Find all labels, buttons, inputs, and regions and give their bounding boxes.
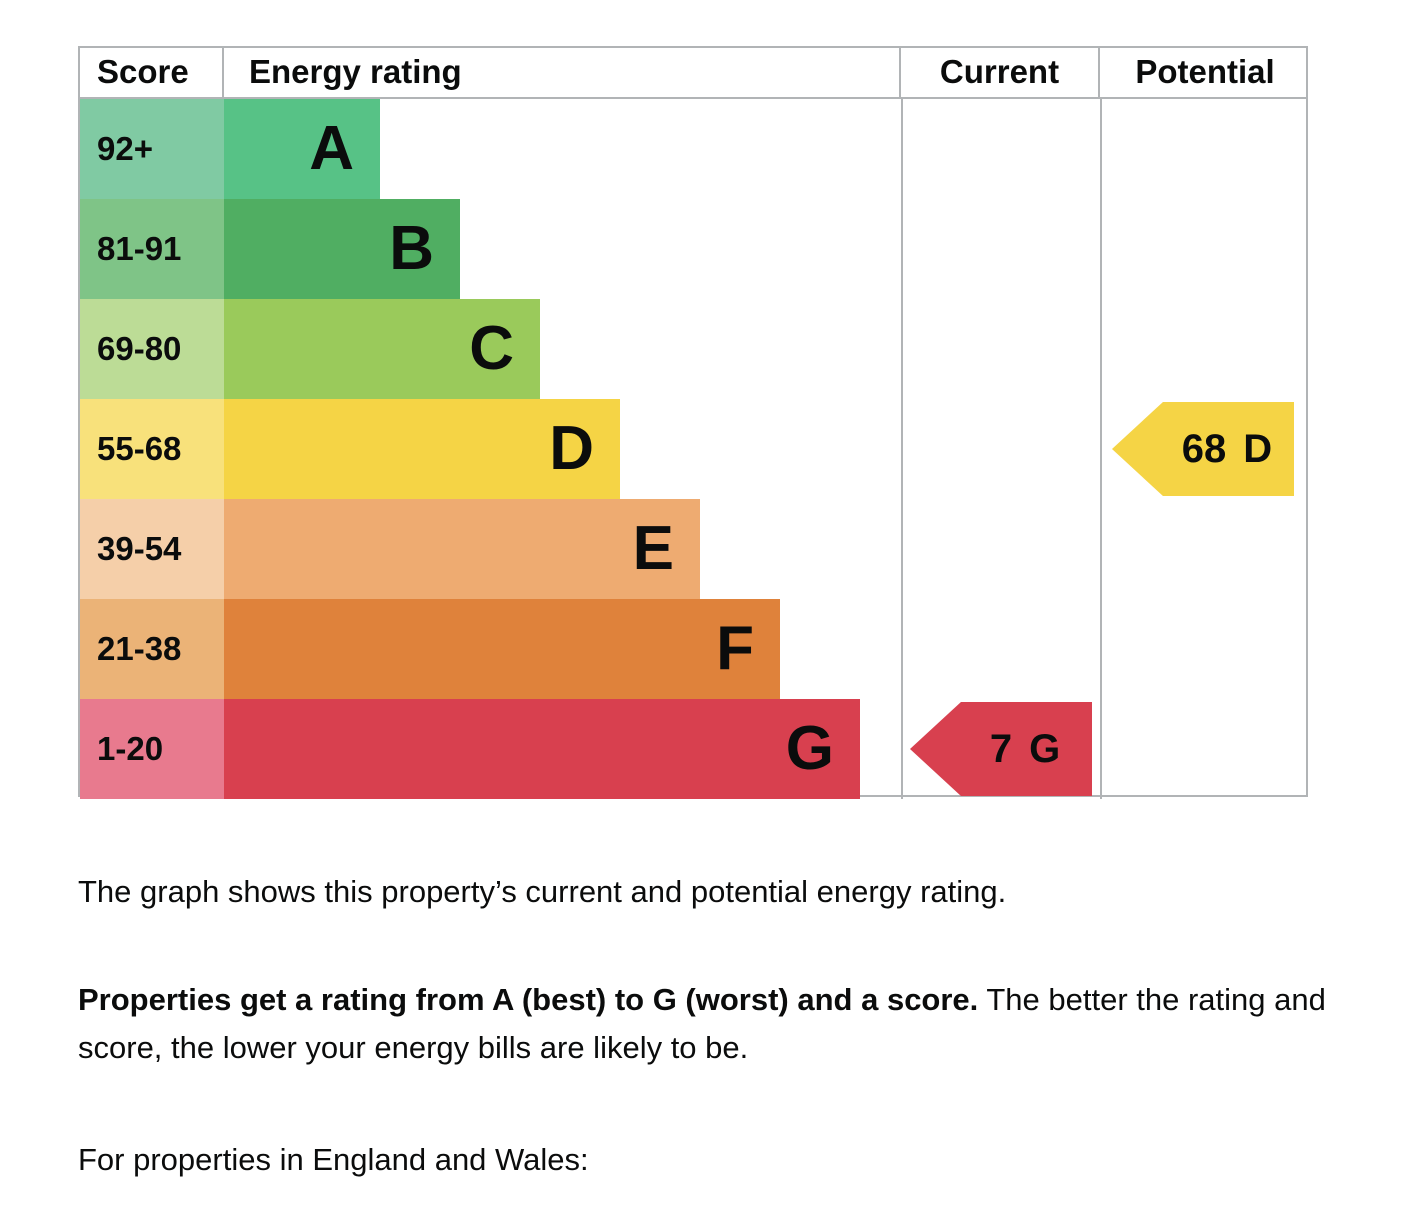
header-current: Current [901,48,1100,97]
score-range-e: 39-54 [80,499,224,599]
rating-explanation-bold: Properties get a rating from A (best) to… [78,982,979,1017]
england-wales-paragraph: For properties in England and Wales: [78,1142,589,1177]
score-range-f: 21-38 [80,599,224,699]
score-range-a: 92+ [80,99,224,199]
band-letter-a: A [309,114,354,183]
band-letter-g: G [785,714,834,783]
band-row-e: 39-54 E [80,499,1306,599]
graph-intro-paragraph: The graph shows this property’s current … [78,874,1007,909]
rating-bar-e: E [224,499,700,599]
header-potential: Potential [1135,53,1275,90]
rating-bar-b: B [224,199,460,299]
rating-explanation-rest: The better the rating and score, the low… [78,982,1326,1065]
energy-rating-table: Score Energy rating Current Potential 92… [78,46,1308,799]
score-range-c: 69-80 [80,299,224,399]
band-row-a: 92+ A [80,99,1306,199]
description-text-block: The graph shows this property’s current … [78,868,1330,1184]
score-range-g: 1-20 [80,699,224,799]
band-letter-f: F [716,614,754,683]
current-score-value: 7 [989,726,1013,771]
header-energy-rating: Energy rating [224,48,901,97]
potential-band-letter: D [1243,426,1273,471]
band-letter-c: C [469,314,514,383]
rating-bar-d: D [224,399,620,499]
potential-column-divider [1100,99,1102,799]
rating-bar-c: C [224,299,540,399]
band-row-c: 69-80 C [80,299,1306,399]
band-letter-d: D [549,414,594,483]
table-header-row: Score Energy rating Current Potential [80,48,1306,99]
rating-bar-f: F [224,599,780,699]
band-letter-b: B [389,214,434,283]
rating-bar-a: A [224,99,380,199]
band-row-d: 55-68 D [80,399,1306,499]
band-row-g: 1-20 G [80,699,1306,799]
current-column-divider [901,99,903,799]
band-letter-e: E [632,514,674,583]
band-row-f: 21-38 F [80,599,1306,699]
current-band-letter: G [1029,726,1061,771]
potential-score-value: 68 [1181,426,1227,471]
band-row-b: 81-91 B [80,199,1306,299]
rating-bar-g: G [224,699,860,799]
table-body: 92+ A 81-91 B 69-80 C 55-68 D 39-54 E 21… [80,99,1306,799]
rating-explanation-paragraph: Properties get a rating from A (best) to… [78,976,1330,1072]
header-score: Score [80,48,224,97]
score-range-b: 81-91 [80,199,224,299]
score-range-d: 55-68 [80,399,224,499]
